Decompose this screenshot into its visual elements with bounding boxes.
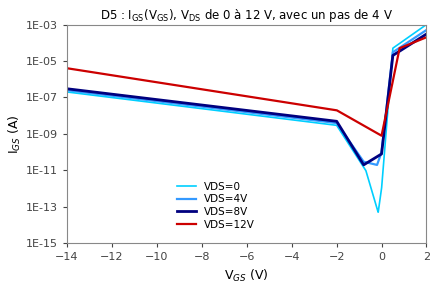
Line: VDS=0: VDS=0 <box>67 24 427 212</box>
VDS=8V <box>218 106 223 109</box>
VDS=8V <box>361 163 366 167</box>
VDS=4V <box>424 28 429 32</box>
VDS=8V <box>326 118 331 122</box>
Line: VDS=4V: VDS=4V <box>67 30 427 165</box>
VDS=4V <box>375 163 380 167</box>
VDS=4V <box>218 107 223 111</box>
X-axis label: V$_{GS}$ (V): V$_{GS}$ (V) <box>225 268 269 284</box>
VDS=12V <box>413 40 418 43</box>
VDS=4V <box>215 107 221 110</box>
VDS=12V <box>215 90 221 93</box>
VDS=8V <box>424 32 429 36</box>
Y-axis label: I$_{GS}$ (A): I$_{GS}$ (A) <box>7 114 23 154</box>
VDS=0 <box>215 109 221 112</box>
VDS=0 <box>235 111 240 115</box>
VDS=0 <box>326 123 331 126</box>
VDS=0 <box>395 43 400 47</box>
VDS=0 <box>64 90 69 94</box>
VDS=12V <box>218 91 223 94</box>
Line: VDS=8V: VDS=8V <box>67 34 427 165</box>
VDS=0 <box>413 31 418 34</box>
VDS=8V <box>64 87 69 91</box>
Title: D5 : I$_{\mathregular{GS}}$(V$_{\mathregular{GS}}$), V$_{\mathregular{DS}}$ de 0: D5 : I$_{\mathregular{GS}}$(V$_{\mathreg… <box>100 7 393 24</box>
VDS=8V <box>395 51 400 54</box>
VDS=4V <box>64 88 69 92</box>
VDS=12V <box>64 66 69 70</box>
VDS=12V <box>424 36 429 39</box>
VDS=12V <box>379 134 384 137</box>
VDS=4V <box>395 47 400 51</box>
VDS=0 <box>218 109 223 113</box>
VDS=0 <box>424 23 429 26</box>
Line: VDS=12V: VDS=12V <box>67 37 427 136</box>
VDS=8V <box>215 105 221 109</box>
VDS=12V <box>235 93 240 97</box>
VDS=8V <box>235 108 240 111</box>
Legend: VDS=0, VDS=4V, VDS=8V, VDS=12V: VDS=0, VDS=4V, VDS=8V, VDS=12V <box>173 178 259 234</box>
VDS=4V <box>326 120 331 124</box>
VDS=4V <box>413 36 418 39</box>
VDS=12V <box>326 107 331 111</box>
VDS=8V <box>413 39 418 43</box>
VDS=4V <box>235 109 240 113</box>
VDS=12V <box>395 56 400 59</box>
VDS=0 <box>375 210 381 214</box>
